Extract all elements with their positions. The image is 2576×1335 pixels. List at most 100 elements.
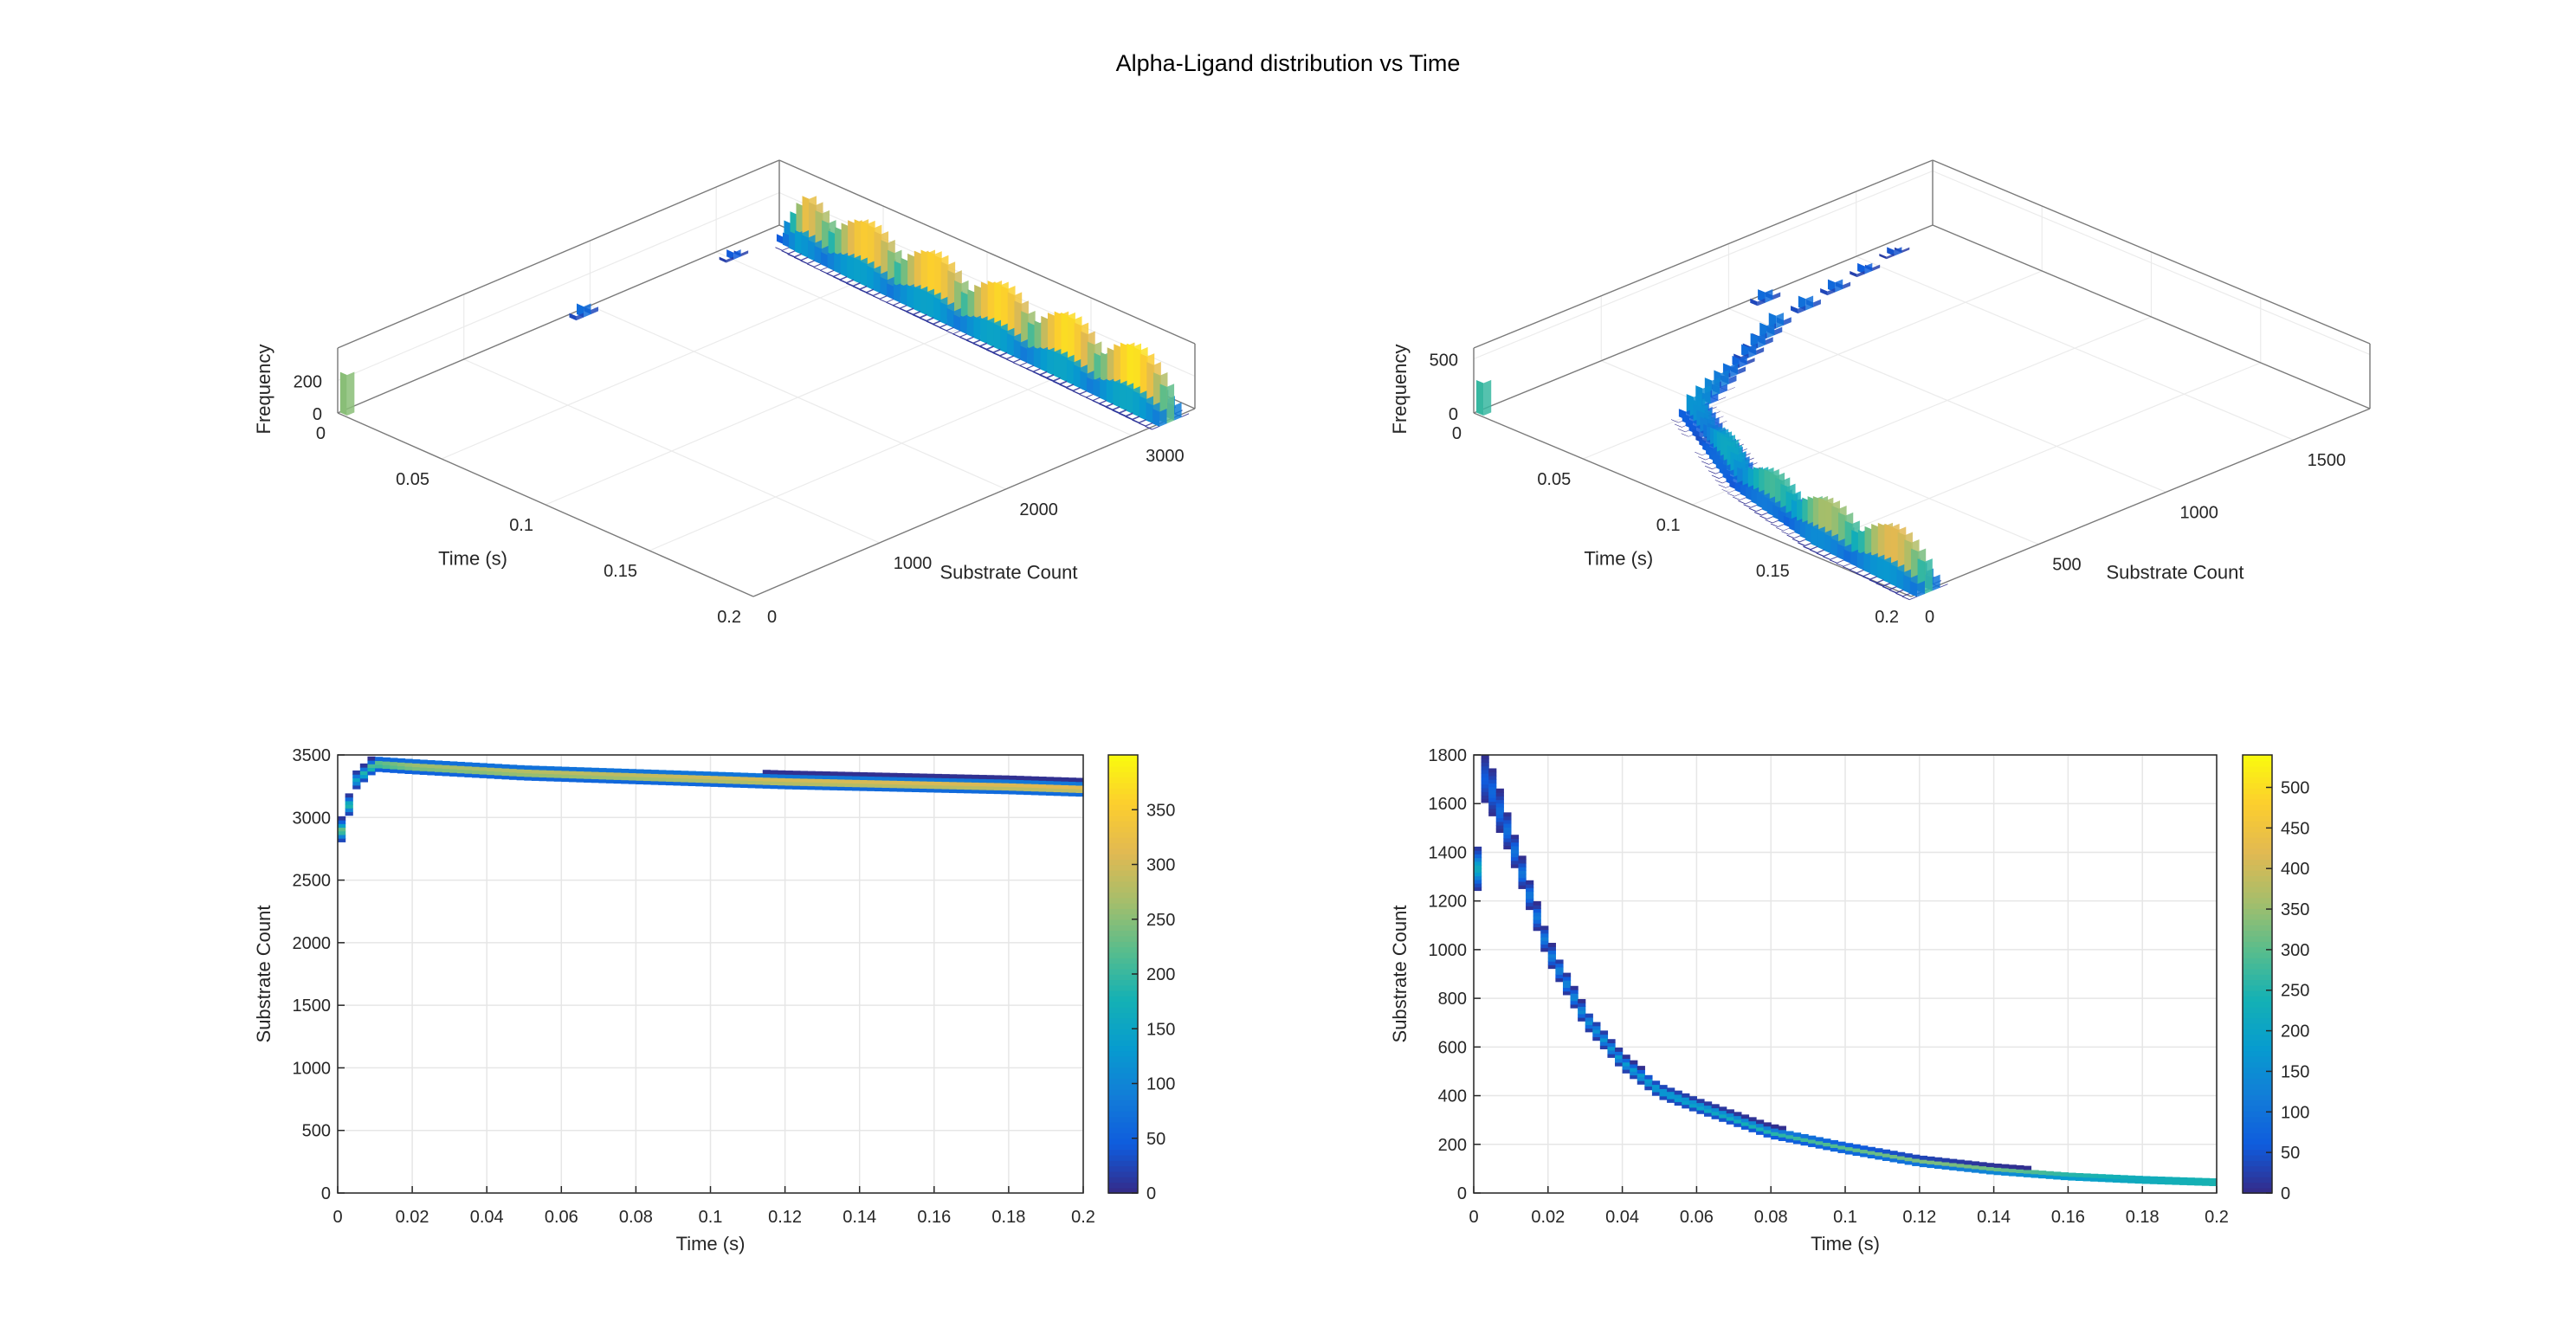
heatmap-cell: [1674, 1093, 1682, 1099]
heatmap-cell: [1045, 784, 1055, 789]
bar3d-side: [952, 330, 961, 335]
heatmap-cell: [830, 782, 838, 787]
heatmap-cell: [1607, 1039, 1616, 1044]
heatmap-cell: [494, 771, 503, 776]
z-axis-label: Frequency: [1389, 345, 1411, 435]
heatmap-cell: [1495, 803, 1504, 808]
heatmap-cell: [404, 762, 413, 767]
colorbar-segment: [2243, 760, 2272, 767]
axes-frame: [337, 754, 1084, 1194]
heatmap-cell: [1481, 784, 1489, 789]
bar3d-face: [980, 317, 988, 345]
heatmap-cell: [487, 771, 495, 776]
bar3d-face: [926, 319, 933, 326]
heatmap-cell: [933, 773, 943, 778]
heatmap-cell: [1510, 838, 1520, 843]
heatmap-cell: [1688, 1096, 1697, 1100]
colorbar-segment: [1108, 1105, 1138, 1112]
heatmap-cell: [338, 820, 346, 824]
heatmap-cell: [397, 765, 406, 771]
heatmap-cell: [1481, 762, 1489, 767]
bar3d-side: [1033, 367, 1041, 373]
bar3d-side: [959, 332, 967, 338]
heatmap-cell: [1756, 1123, 1765, 1128]
heatmap-cell: [830, 771, 838, 777]
bar3d-face: [893, 304, 901, 309]
heatmap-cell: [941, 781, 950, 786]
heatmap-cell: [792, 785, 801, 790]
heatmap-cell: [815, 775, 823, 779]
heatmap-cell: [2008, 1171, 2017, 1177]
heatmap-cell: [1592, 1036, 1601, 1042]
bar3d-face: [867, 265, 875, 290]
heatmap-cell: [1667, 1087, 1675, 1093]
heatmap-cell: [628, 776, 636, 781]
heatmap-cell: [1547, 943, 1556, 947]
heatmap-cell: [755, 773, 764, 777]
heatmap-cell: [449, 768, 458, 773]
bar3d-side: [1174, 402, 1182, 421]
heatmap-cell: [867, 783, 875, 788]
heatmap-cell: [673, 777, 681, 783]
heatmap-cell: [1703, 1105, 1713, 1110]
heatmap-cell: [397, 758, 406, 763]
heatmap-cell: [718, 779, 726, 784]
heatmap-cell: [338, 816, 346, 821]
heatmap-cell: [725, 776, 733, 781]
heatmap-cell: [770, 773, 778, 778]
heatmap-cell: [1778, 1125, 1786, 1131]
heatmap-cell: [2097, 1174, 2106, 1178]
heatmap-cell: [1927, 1164, 1935, 1169]
heatmap-cell: [1495, 799, 1504, 804]
colorbar-segment: [1108, 836, 1138, 843]
heatmap-cell: [971, 774, 980, 779]
bar3d-side: [913, 310, 921, 316]
heatmap-cell: [561, 777, 570, 783]
heatmap-cell: [681, 781, 689, 786]
heatmap-cell: [784, 777, 793, 783]
heatmap-cell: [1562, 990, 1572, 996]
z-tick-label: 200: [294, 373, 322, 392]
bar3d-side: [1810, 545, 1818, 551]
x-tick-label: 0.1: [1833, 1208, 1857, 1227]
heatmap-cell: [993, 778, 1002, 784]
bar3d-face: [1823, 556, 1830, 560]
bar3d-face: [1152, 409, 1160, 427]
heatmap-cell: [1912, 1158, 1921, 1163]
colorbar-segment: [2243, 1149, 2272, 1156]
bar3d-face: [820, 269, 828, 274]
heatmap-cell: [1488, 804, 1497, 809]
heatmap-cell: [1644, 1086, 1653, 1091]
colorbar-tick-label: 200: [1146, 965, 1175, 984]
x-tick-label: 0: [1469, 1208, 1478, 1227]
heatmap-cell: [1510, 835, 1520, 840]
bar3d-face: [1857, 262, 1865, 274]
heatmap-cell: [896, 772, 905, 777]
heatmap-cell: [1630, 1067, 1638, 1072]
bar3d-side: [1778, 523, 1786, 527]
heatmap-cell: [1555, 959, 1564, 964]
colorbar-segment: [1108, 755, 1138, 762]
bar3d-side: [1718, 397, 1727, 401]
heatmap-cell: [747, 780, 756, 785]
heatmap-cell: [859, 786, 868, 791]
heatmap-cell: [777, 781, 786, 786]
bar3d-face: [1012, 362, 1020, 366]
heatmap-cell: [2016, 1172, 2024, 1177]
colorbar-segment: [2243, 1111, 2272, 1118]
heatmap-cell: [2127, 1178, 2136, 1183]
heatmap-cell: [1578, 1006, 1586, 1011]
heatmap-cell: [338, 830, 346, 835]
heatmap-cell: [1711, 1107, 1720, 1112]
heatmap-cell: [1045, 787, 1055, 792]
colorbar-segment: [2243, 925, 2272, 932]
heatmap-cell: [1792, 1139, 1802, 1145]
heatmap-cell: [2164, 1180, 2173, 1185]
colorbar-tick-label: 450: [2281, 819, 2309, 838]
bar3d-face: [939, 326, 947, 332]
heatmap-cell: [628, 779, 636, 784]
heatmap-cell: [911, 784, 920, 789]
bar3d-face: [1786, 534, 1795, 539]
colorbar-segment: [1108, 1055, 1138, 1062]
